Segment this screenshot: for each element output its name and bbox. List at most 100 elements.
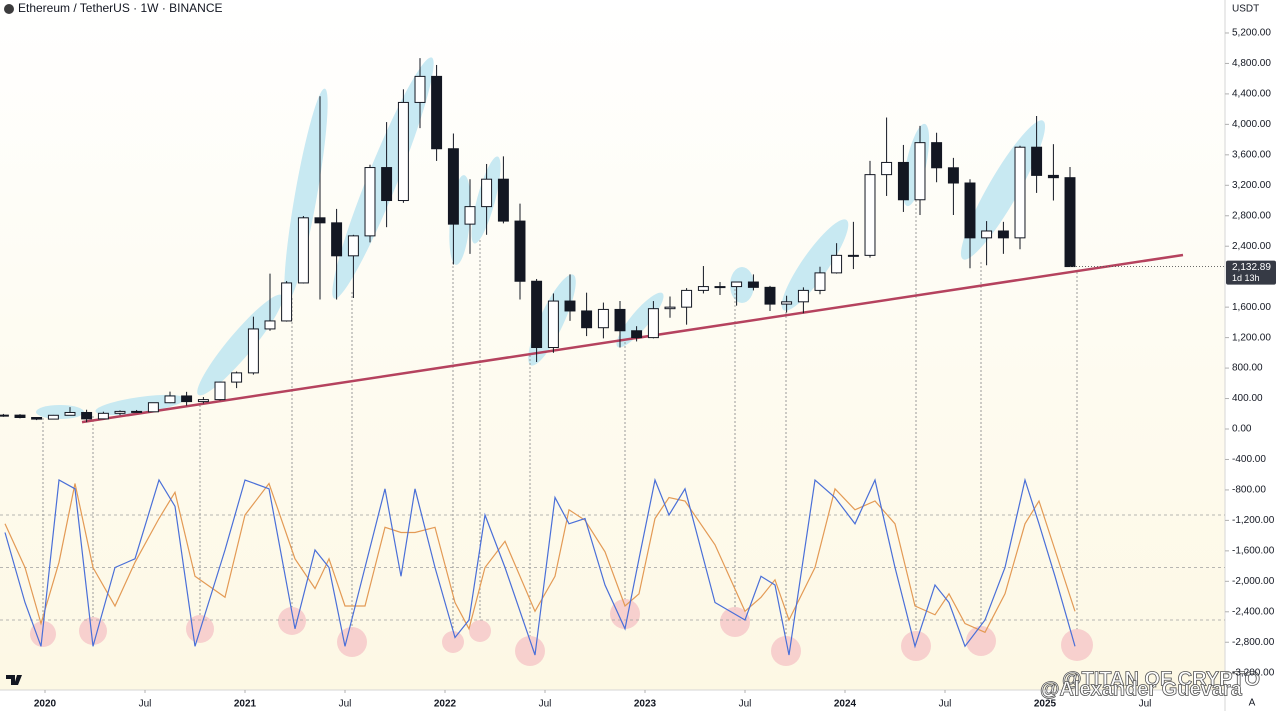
x-tick-label: 2024: [834, 699, 857, 710]
candle-body: [31, 417, 43, 420]
candle-body: [564, 300, 576, 312]
candle-body: [581, 310, 593, 329]
marker-circle: [901, 631, 931, 661]
candle-body: [864, 174, 876, 256]
candle-body: [97, 412, 109, 420]
candle-body: [264, 320, 276, 330]
highlight: [95, 394, 185, 416]
marker-circle: [771, 636, 801, 666]
candle-body: [1047, 174, 1059, 179]
candle-body: [814, 272, 826, 291]
x-tick-label: Jul: [1139, 699, 1152, 710]
plot-background: [0, 0, 1225, 690]
y-tick-label: 3,200.00: [1232, 180, 1271, 191]
y-tick-label: 4,800.00: [1232, 58, 1271, 69]
y-tick-label: 0.00: [1232, 424, 1252, 435]
candle-body: [0, 414, 9, 417]
candle-body: [164, 395, 176, 404]
oscillator-line: [4, 477, 1076, 656]
x-tick-label: 2021: [234, 699, 257, 710]
x-tick-label: Jul: [939, 699, 952, 710]
y-tick-label: -2,000.00: [1232, 576, 1275, 587]
candle-body: [147, 402, 159, 413]
candle-body: [981, 230, 993, 239]
highlight: [616, 292, 664, 348]
candle-body: [481, 178, 493, 208]
candle-body: [81, 411, 93, 420]
y-tick-label: -1,600.00: [1232, 545, 1275, 556]
scale-mode: A: [1249, 698, 1256, 709]
x-tick-label: Jul: [139, 699, 152, 710]
last-price-label: 2,132.89: [1232, 262, 1271, 273]
candle-body: [131, 410, 143, 413]
candle-body: [1014, 146, 1026, 239]
candle-body: [64, 411, 76, 416]
candle-body: [731, 281, 743, 288]
candle-body: [947, 167, 959, 184]
candle-body: [931, 142, 943, 169]
candle-body: [647, 308, 659, 339]
logo: [6, 675, 22, 685]
candle-body: [397, 101, 409, 202]
marker-circle: [79, 617, 107, 645]
cycle-markers: [42, 200, 1078, 640]
marker-circle: [442, 631, 464, 653]
x-tick-label: 2020: [34, 699, 57, 710]
candle-body: [514, 220, 526, 282]
candle-body: [831, 254, 843, 274]
candle-body: [281, 282, 293, 322]
candle-body: [197, 399, 209, 403]
candle-body: [214, 381, 226, 401]
candle-body: [964, 182, 976, 239]
marker-circle: [966, 626, 996, 656]
y-tick-label: 400.00: [1232, 393, 1263, 404]
y-tick-label: -2,800.00: [1232, 637, 1275, 648]
marker-circle: [610, 599, 640, 629]
y-tick-label: -800.00: [1232, 485, 1266, 496]
candle-body: [331, 222, 343, 257]
x-tick-label: 2023: [634, 699, 657, 710]
y-tick-label: 5,200.00: [1232, 28, 1271, 39]
candle-body: [381, 167, 393, 202]
watermark: @Alexander Guevara: [1040, 678, 1243, 700]
candle-body: [531, 280, 543, 349]
y-tick-label: 1,600.00: [1232, 302, 1271, 313]
candle-body: [1031, 146, 1043, 176]
candle-body: [464, 206, 476, 225]
oscillator-line: [4, 482, 1076, 634]
candle-body: [597, 308, 609, 329]
candle-body: [881, 161, 893, 176]
candle-body: [897, 161, 909, 201]
candle-body: [664, 306, 676, 310]
candle-body: [447, 148, 459, 225]
candle-body: [114, 410, 126, 414]
candle-body: [364, 167, 376, 237]
y-tick-label: -400.00: [1232, 454, 1266, 465]
symbol-icon: [4, 4, 14, 14]
candle-body: [797, 289, 809, 303]
y-tick-label: 3,600.00: [1232, 149, 1271, 160]
x-tick-label: 2022: [434, 699, 457, 710]
y-tick-label: 1,200.00: [1232, 332, 1271, 343]
candle-body: [314, 217, 326, 224]
chart-title: Ethereum / TetherUS · 1W · BINANCE: [18, 1, 223, 15]
candle-body: [14, 414, 26, 419]
y-tick-label: 4,400.00: [1232, 89, 1271, 100]
highlight: [197, 294, 283, 396]
candle-body: [547, 300, 559, 349]
marker-circle: [720, 607, 750, 637]
y-tick-label: 800.00: [1232, 363, 1263, 374]
marker-circle: [469, 620, 491, 642]
candle-body: [181, 395, 193, 403]
candle-body: [247, 328, 259, 374]
candle-body: [747, 281, 759, 288]
x-tick-label: Jul: [739, 699, 752, 710]
candle-body: [847, 254, 859, 257]
highlight: [36, 405, 84, 419]
candle-body: [497, 178, 509, 222]
y-tick-label: -1,200.00: [1232, 515, 1275, 526]
y-tick-label: 2,400.00: [1232, 241, 1271, 252]
candle-body: [47, 414, 59, 420]
marker-circle: [30, 621, 56, 647]
